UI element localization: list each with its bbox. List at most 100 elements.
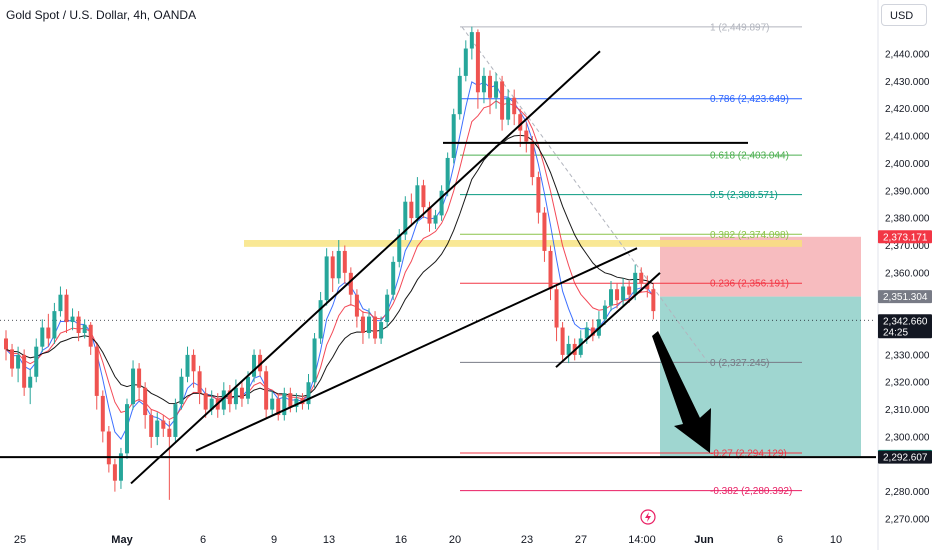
candle-body: [427, 207, 432, 224]
candle-body: [421, 185, 426, 208]
price-tag-label: 2,342.660: [883, 316, 928, 327]
candle-body: [88, 324, 93, 347]
candle-body: [433, 215, 438, 224]
price-tick-label: 2,420.000: [885, 104, 930, 115]
candle-body: [645, 283, 650, 290]
candle-body: [506, 97, 511, 120]
candle-body: [481, 75, 486, 93]
candle-body: [403, 201, 408, 235]
candle-body: [397, 234, 402, 262]
candle-body: [282, 393, 287, 416]
candle-body: [270, 398, 275, 410]
fib-label: 0.618 (2,403.044): [710, 151, 789, 162]
candle-body: [294, 398, 299, 407]
candle-body: [367, 316, 371, 333]
candle-body: [518, 114, 523, 131]
time-tick-label: 16: [395, 534, 407, 546]
candle-body: [34, 346, 39, 377]
candle-body: [415, 185, 420, 219]
candle-body: [252, 354, 257, 377]
fib-label: 0.382 (2,374.098): [710, 230, 789, 241]
price-tick-label: 2,360.000: [885, 268, 930, 279]
currency-button[interactable]: USD: [881, 4, 927, 26]
fib-label: 1 (2,449.897): [710, 22, 770, 33]
candle-body: [409, 201, 414, 219]
candle-body: [155, 420, 160, 437]
time-tick-label: 6: [200, 534, 206, 546]
candle-body: [548, 250, 553, 290]
candle-body: [373, 316, 378, 339]
ema-line: [5, 134, 654, 405]
candle-body: [360, 316, 365, 333]
candle-body: [463, 48, 468, 76]
candle-body: [560, 327, 565, 355]
candle-body: [40, 327, 45, 347]
price-tick-label: 2,330.000: [885, 350, 930, 361]
candle-body: [125, 404, 129, 454]
candle-body: [354, 294, 359, 317]
candle-body: [584, 327, 589, 339]
candle-body: [82, 324, 87, 333]
candle-body: [106, 431, 111, 465]
candle-body: [536, 177, 541, 213]
fib-label: 0.5 (2,388.571): [710, 190, 778, 201]
position-zones: [244, 236, 861, 457]
time-axis: 25 May 6 9 13 16 20 23 27 14:00 Jun 6 10: [14, 509, 842, 546]
candle-body: [191, 354, 196, 372]
time-tick-label: 10: [830, 534, 842, 546]
candle-body: [143, 387, 148, 416]
trend-lines: [0, 50, 876, 485]
candle-body: [239, 387, 244, 399]
fib-label: 0 (2,327.245): [710, 358, 770, 369]
candle-body: [512, 97, 517, 115]
moving-averages: [5, 81, 654, 440]
candle-body: [209, 398, 214, 410]
price-tick-label: 2,380.000: [885, 214, 930, 225]
candle-body: [246, 376, 250, 399]
candle-body: [348, 272, 353, 295]
candle-body: [566, 343, 571, 355]
candle-body: [633, 272, 638, 295]
candle-body: [100, 395, 105, 432]
candle-body: [46, 327, 51, 339]
candle-body: [639, 272, 644, 284]
candle-body: [179, 376, 184, 405]
fib-label: -0.27 (2,294.129): [710, 449, 787, 460]
candle-body: [469, 32, 474, 49]
candle-body: [494, 81, 499, 98]
candle-body: [70, 316, 75, 323]
price-tag: [878, 230, 932, 244]
price-tick-label: 2,280.000: [885, 487, 930, 498]
candle-body: [391, 261, 396, 295]
candle-body: [10, 349, 15, 369]
time-tick-label: 6: [777, 534, 783, 546]
price-tick-label: 2,410.000: [885, 132, 930, 143]
candle-body: [651, 289, 656, 312]
candle-body: [342, 250, 347, 273]
candle-body: [627, 286, 632, 295]
price-tag-label: 2,351.304: [883, 292, 928, 303]
candle-body: [336, 250, 341, 279]
candle-body: [76, 316, 81, 333]
price-tick-label: 2,400.000: [885, 159, 930, 170]
candle-body: [609, 289, 613, 306]
time-tick-label: 25: [14, 534, 26, 546]
candle-body: [488, 75, 492, 98]
candle-body: [16, 354, 21, 369]
candle-body: [475, 32, 480, 93]
down-arrow: [652, 331, 711, 453]
lightning-icon: [645, 512, 651, 522]
candlesticks: [4, 26, 656, 500]
candle-body: [161, 420, 166, 429]
candle-body: [602, 305, 607, 320]
candle-body: [615, 289, 620, 301]
price-tick-label: 2,310.000: [885, 405, 930, 416]
price-tag-label: 2,373.171: [883, 232, 928, 243]
candle-body: [58, 294, 63, 312]
time-tick-label: 13: [323, 534, 335, 546]
candle-body: [64, 294, 69, 323]
price-tick-label: 2,270.000: [885, 515, 930, 526]
price-tick-label: 2,440.000: [885, 50, 930, 61]
chart-title: Gold Spot / U.S. Dollar, 4h, OANDA: [6, 8, 197, 22]
